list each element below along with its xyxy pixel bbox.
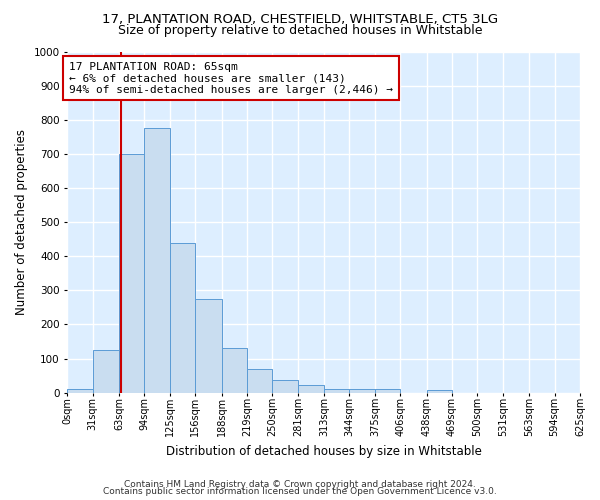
Text: 17 PLANTATION ROAD: 65sqm
← 6% of detached houses are smaller (143)
94% of semi-: 17 PLANTATION ROAD: 65sqm ← 6% of detach… (69, 62, 393, 95)
Bar (67, 389, 93, 392)
X-axis label: Distribution of detached houses by size in Whitstable: Distribution of detached houses by size … (166, 444, 482, 458)
Bar (195, 299, 221, 392)
Bar (221, 348, 247, 393)
Text: 17, PLANTATION ROAD, CHESTFIELD, WHITSTABLE, CT5 3LG: 17, PLANTATION ROAD, CHESTFIELD, WHITSTA… (102, 12, 498, 26)
Bar (247, 368, 272, 392)
Bar (119, 154, 145, 392)
Y-axis label: Number of detached properties: Number of detached properties (15, 129, 28, 315)
Bar (349, 388, 375, 392)
Bar (375, 389, 400, 392)
Text: Contains HM Land Registry data © Crown copyright and database right 2024.: Contains HM Land Registry data © Crown c… (124, 480, 476, 489)
Bar (272, 380, 298, 392)
Bar (427, 390, 452, 392)
Bar (298, 385, 324, 392)
Text: Size of property relative to detached houses in Whitstable: Size of property relative to detached ho… (118, 24, 482, 37)
Bar (170, 242, 195, 392)
Bar (324, 389, 349, 392)
Bar (145, 128, 170, 392)
Text: Contains public sector information licensed under the Open Government Licence v3: Contains public sector information licen… (103, 487, 497, 496)
Bar (93, 350, 119, 393)
